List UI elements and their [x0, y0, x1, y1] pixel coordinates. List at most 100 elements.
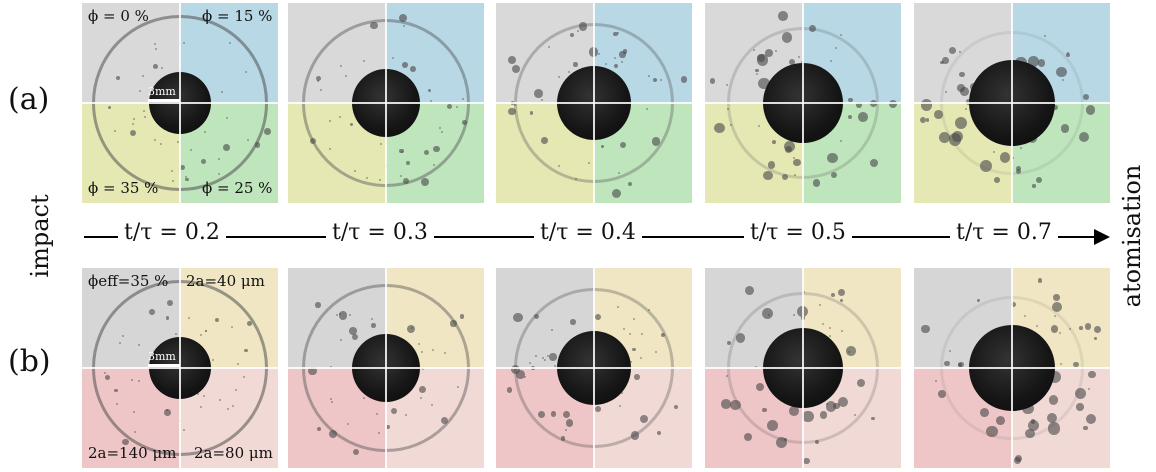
scale-bar [148, 364, 180, 367]
time-tick-1: t/τ = 0.2 [118, 220, 226, 245]
speckle [1053, 314, 1056, 317]
quadrant-label-tl: ϕeff=35 % [88, 272, 169, 290]
fragment [508, 56, 517, 65]
speckle [523, 376, 526, 379]
quadrant-label-br: ϕ = 25 % [202, 179, 273, 197]
row-b-panel-1: ϕeff=35 % 2a=40 μm 2a=140 μm 2a=80 μm 3mm [82, 268, 278, 468]
fragment [869, 158, 878, 167]
speckle [847, 350, 850, 353]
fragment [1025, 428, 1035, 439]
speckle [229, 42, 232, 45]
fragment [613, 64, 618, 69]
fragment [1093, 325, 1101, 333]
speckle [617, 306, 620, 309]
fragment [941, 57, 949, 64]
fragment [744, 433, 753, 442]
fragment [420, 177, 430, 186]
speckle [340, 65, 343, 68]
speckle [242, 375, 245, 378]
speckle [204, 131, 207, 134]
fragment [214, 317, 219, 322]
fragment [594, 406, 601, 412]
fragment [920, 117, 927, 124]
speckle [376, 412, 379, 415]
fragment [1027, 419, 1040, 432]
fragment [926, 118, 930, 122]
fragment [116, 76, 120, 81]
fragment [825, 401, 836, 412]
fragment [200, 158, 207, 165]
speckle [221, 91, 224, 94]
fragment [410, 66, 416, 72]
speckle [330, 401, 333, 404]
fragment [632, 347, 636, 352]
fragment [792, 158, 801, 167]
fragment [710, 78, 716, 84]
fragment [247, 321, 253, 326]
fragment [767, 419, 779, 431]
speckle [944, 91, 947, 94]
fragment [830, 171, 837, 178]
row-b-panel-5 [914, 268, 1110, 468]
fragment [1048, 395, 1059, 405]
speckle [137, 343, 140, 346]
speckle [199, 334, 202, 336]
speckle [646, 108, 649, 111]
speckle [131, 122, 134, 125]
speckle [339, 312, 342, 315]
speckle [328, 147, 331, 150]
speckle [320, 88, 323, 91]
fragment [578, 22, 588, 31]
fragment [802, 410, 814, 423]
fragment [427, 89, 431, 93]
fragment [772, 140, 776, 145]
fragment [762, 308, 774, 320]
fragment [721, 399, 731, 409]
speckle [613, 57, 616, 60]
speckle [822, 323, 825, 326]
speckle [803, 290, 806, 293]
speckle [230, 325, 233, 328]
fragment [511, 365, 521, 375]
fragment [812, 179, 821, 187]
speckle [840, 140, 843, 143]
fragment [107, 105, 111, 109]
speckle [401, 151, 404, 154]
fragment [185, 177, 189, 182]
fragment [263, 127, 271, 135]
speckle [411, 326, 414, 329]
fragment [611, 189, 621, 199]
fragment [1084, 323, 1092, 331]
speckle [758, 124, 761, 127]
speckle [438, 127, 441, 130]
time-tick-4: t/τ = 0.5 [744, 220, 852, 245]
fragment [459, 314, 465, 319]
speckle [834, 47, 837, 50]
speckle [826, 403, 829, 406]
speckle [567, 70, 570, 73]
speckle [1061, 79, 1064, 82]
quadrant-divider-horizontal [914, 367, 1110, 369]
fragment [511, 65, 520, 74]
speckle [546, 354, 549, 357]
speckle [797, 55, 800, 58]
fragment [122, 438, 130, 446]
speckle [839, 33, 842, 36]
speckle [190, 148, 193, 151]
fragment [424, 150, 430, 156]
speckle [993, 150, 996, 153]
speckle [200, 405, 202, 408]
fragment [660, 332, 665, 337]
fragment [167, 299, 174, 306]
scale-bar-label: 3mm [148, 350, 176, 363]
speckle [160, 67, 163, 70]
fragment [433, 145, 440, 152]
fragment [1015, 165, 1022, 172]
fragment [1074, 387, 1086, 399]
quadrant-label-bl: 2a=140 μm [88, 444, 177, 462]
speckle [339, 339, 342, 342]
fragment [1016, 168, 1022, 175]
speckle [365, 177, 368, 180]
fragment [856, 102, 862, 109]
fragment [730, 399, 741, 411]
